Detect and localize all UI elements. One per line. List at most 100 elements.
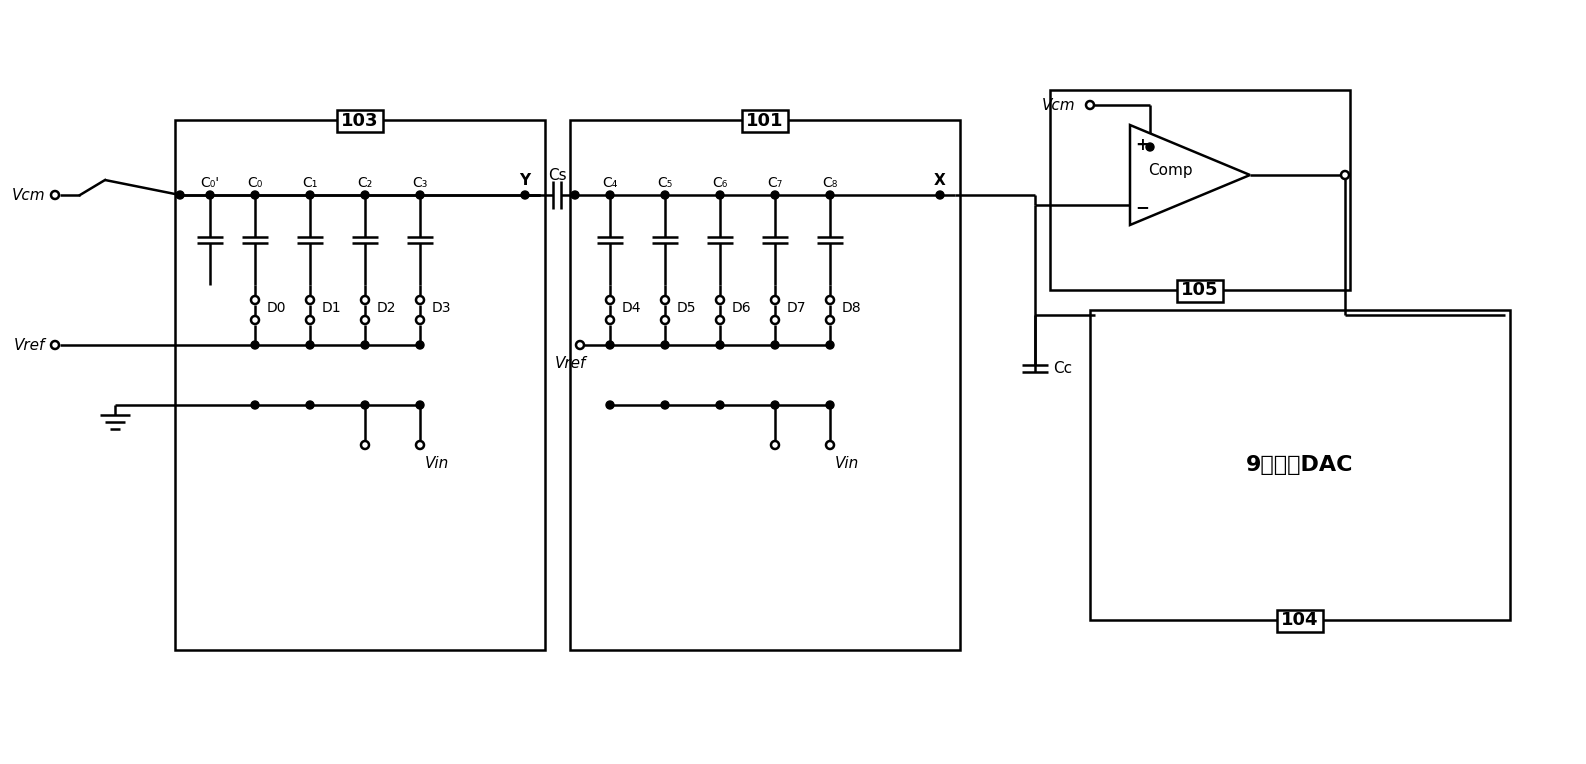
- Circle shape: [606, 341, 614, 349]
- Circle shape: [306, 296, 314, 304]
- Circle shape: [251, 401, 259, 409]
- Text: D8: D8: [842, 301, 861, 315]
- Circle shape: [251, 191, 259, 199]
- Text: X: X: [934, 173, 945, 187]
- Bar: [742, 110, 788, 132]
- Text: Vref: Vref: [555, 355, 585, 371]
- Text: D2: D2: [377, 301, 396, 315]
- Text: D6: D6: [733, 301, 752, 315]
- Text: D1: D1: [322, 301, 341, 315]
- Bar: [1050, 90, 1350, 290]
- Text: D4: D4: [622, 301, 641, 315]
- Text: Cc: Cc: [1053, 361, 1072, 375]
- Circle shape: [51, 341, 59, 349]
- Circle shape: [771, 401, 779, 409]
- Text: Comp: Comp: [1148, 163, 1193, 177]
- Text: Y: Y: [520, 173, 531, 187]
- Circle shape: [251, 296, 259, 304]
- Circle shape: [826, 401, 834, 409]
- Circle shape: [826, 441, 834, 449]
- Circle shape: [362, 191, 370, 199]
- Circle shape: [661, 191, 669, 199]
- Circle shape: [1086, 101, 1094, 109]
- Text: C₀: C₀: [247, 176, 263, 190]
- Circle shape: [715, 401, 723, 409]
- Circle shape: [362, 441, 370, 449]
- Text: Vcm: Vcm: [1042, 98, 1075, 112]
- Circle shape: [771, 191, 779, 199]
- Circle shape: [251, 316, 259, 324]
- Circle shape: [571, 191, 579, 199]
- Circle shape: [416, 191, 423, 199]
- Circle shape: [661, 296, 669, 304]
- Circle shape: [715, 341, 723, 349]
- Circle shape: [520, 191, 530, 199]
- Text: D3: D3: [431, 301, 452, 315]
- Circle shape: [362, 401, 370, 409]
- Text: C₁: C₁: [303, 176, 317, 190]
- Circle shape: [715, 316, 723, 324]
- Circle shape: [661, 341, 669, 349]
- Circle shape: [576, 341, 584, 349]
- Text: D7: D7: [787, 301, 807, 315]
- Circle shape: [826, 296, 834, 304]
- Polygon shape: [1129, 125, 1250, 225]
- Circle shape: [936, 191, 944, 199]
- Circle shape: [715, 296, 723, 304]
- Circle shape: [51, 191, 59, 199]
- Text: 103: 103: [341, 112, 379, 130]
- Text: Vcm: Vcm: [11, 187, 44, 202]
- Text: C₂: C₂: [357, 176, 373, 190]
- Circle shape: [826, 341, 834, 349]
- Bar: [174, 120, 546, 650]
- Text: 104: 104: [1281, 611, 1318, 629]
- Circle shape: [826, 316, 834, 324]
- Circle shape: [1147, 143, 1155, 151]
- Bar: [569, 120, 960, 650]
- Text: Cs: Cs: [547, 167, 566, 183]
- Circle shape: [416, 316, 423, 324]
- Text: D5: D5: [677, 301, 696, 315]
- Circle shape: [362, 316, 370, 324]
- Text: C₆: C₆: [712, 176, 728, 190]
- Text: C₈: C₈: [822, 176, 837, 190]
- Circle shape: [306, 191, 314, 199]
- Text: Vin: Vin: [425, 455, 449, 471]
- Circle shape: [771, 441, 779, 449]
- Text: D0: D0: [266, 301, 287, 315]
- Circle shape: [606, 191, 614, 199]
- Text: 101: 101: [747, 112, 783, 130]
- Text: C₇: C₇: [768, 176, 782, 190]
- Text: +: +: [1136, 136, 1148, 154]
- Text: C₀': C₀': [200, 176, 219, 190]
- Circle shape: [606, 316, 614, 324]
- Circle shape: [715, 191, 723, 199]
- Circle shape: [306, 341, 314, 349]
- Circle shape: [362, 341, 370, 349]
- Circle shape: [771, 316, 779, 324]
- Bar: [1090, 310, 1510, 620]
- Circle shape: [416, 441, 423, 449]
- Circle shape: [362, 296, 370, 304]
- Circle shape: [826, 191, 834, 199]
- Circle shape: [251, 341, 259, 349]
- Circle shape: [416, 296, 423, 304]
- Circle shape: [661, 401, 669, 409]
- Circle shape: [416, 341, 423, 349]
- Text: C₄: C₄: [603, 176, 617, 190]
- Text: Vin: Vin: [834, 455, 860, 471]
- Circle shape: [306, 401, 314, 409]
- Circle shape: [416, 401, 423, 409]
- Circle shape: [771, 341, 779, 349]
- Bar: [1177, 280, 1223, 302]
- Circle shape: [661, 316, 669, 324]
- Text: 9位校准DAC: 9位校准DAC: [1247, 455, 1354, 475]
- Bar: [336, 110, 382, 132]
- Text: C₃: C₃: [412, 176, 428, 190]
- Text: C₅: C₅: [657, 176, 672, 190]
- Text: −: −: [1136, 198, 1148, 216]
- Circle shape: [176, 191, 184, 199]
- Bar: [1277, 610, 1323, 632]
- Circle shape: [206, 191, 214, 199]
- Circle shape: [606, 401, 614, 409]
